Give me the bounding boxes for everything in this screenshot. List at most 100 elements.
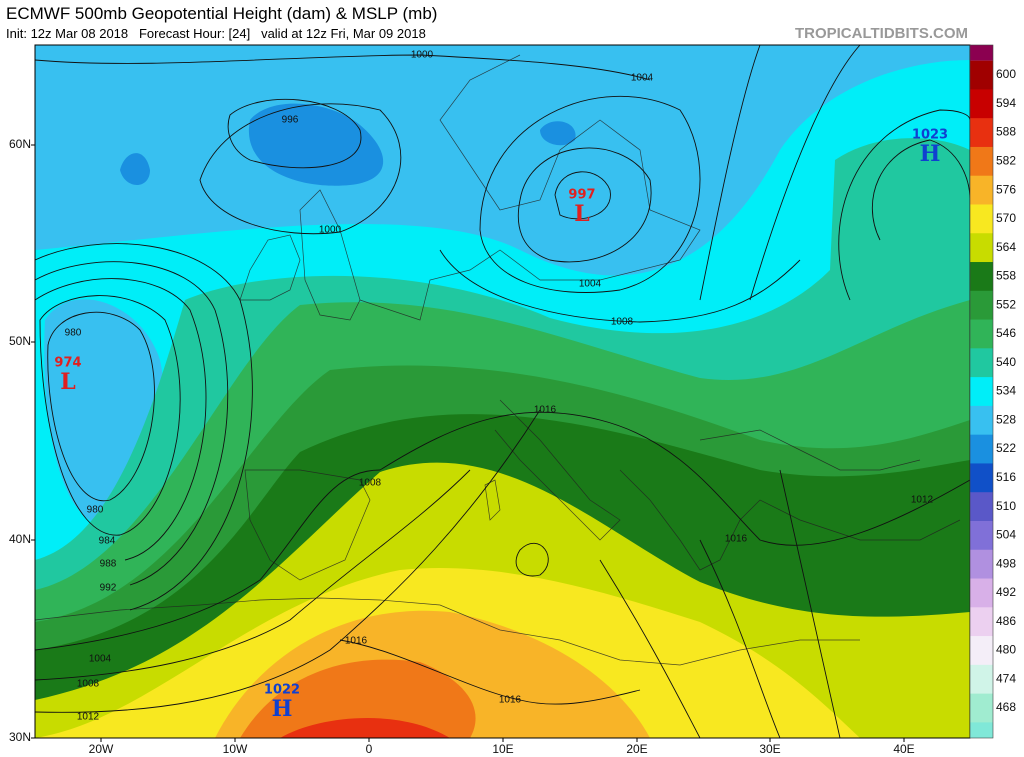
pressure-letter: H bbox=[272, 696, 293, 722]
colorbar-label: 534 bbox=[996, 384, 1016, 398]
pressure-value: 1022 bbox=[264, 683, 300, 698]
colorbar-label: 486 bbox=[996, 614, 1016, 628]
lon-label: 40E bbox=[893, 742, 914, 756]
lon-label: 0 bbox=[366, 742, 373, 756]
colorbar-swatch bbox=[970, 578, 993, 608]
colorbar-label: 570 bbox=[996, 211, 1016, 225]
coastlines bbox=[35, 54, 961, 666]
isobar-label: 992 bbox=[100, 583, 117, 594]
colorbar-cap bbox=[970, 722, 993, 738]
colorbar-swatch bbox=[970, 377, 993, 407]
lon-label: 30E bbox=[759, 742, 780, 756]
colorbar-swatch bbox=[970, 607, 993, 637]
site-credit: TROPICALTIDBITS.COM bbox=[795, 25, 968, 42]
map-subtitle: Init: 12z Mar 08 2018 Forecast Hour: [24… bbox=[6, 26, 426, 41]
height-field bbox=[280, 718, 450, 738]
colorbar: 600 594 588 582 576 570 564 558 552 546 540 534 528 5… bbox=[969, 44, 1016, 739]
isobar-label: 980 bbox=[87, 505, 104, 516]
isobar-label: 1000 bbox=[411, 50, 434, 61]
isobar-label: 980 bbox=[65, 328, 82, 339]
isobar-label: 1008 bbox=[611, 317, 634, 328]
pressure-value: 974 bbox=[54, 356, 81, 371]
colorbar-swatch bbox=[970, 233, 993, 263]
isobar-label: 1004 bbox=[579, 279, 602, 290]
colorbar-label: 558 bbox=[996, 269, 1016, 283]
isobar-label: 988 bbox=[100, 559, 117, 570]
colorbar-swatch bbox=[970, 60, 993, 90]
colorbar-swatch bbox=[970, 664, 993, 695]
colorbar-swatch bbox=[970, 520, 993, 551]
colorbar-swatch bbox=[970, 89, 993, 119]
isobar-label: 1012 bbox=[911, 495, 934, 506]
colorbar-label: 600 bbox=[996, 67, 1016, 81]
lon-label: 20W bbox=[89, 742, 114, 756]
colorbar-swatch bbox=[970, 463, 993, 493]
isobar-label: 996 bbox=[282, 115, 299, 126]
colorbar-label: 528 bbox=[996, 412, 1016, 426]
map-area: 1000 1004 996 1000 1004 1008 980 1016 1008 980 984… bbox=[35, 45, 970, 738]
pressure-letter: L bbox=[574, 201, 589, 227]
isobar-label: 1016 bbox=[534, 405, 557, 416]
colorbar-label: 510 bbox=[996, 499, 1016, 513]
colorbar-label: 546 bbox=[996, 326, 1016, 340]
colorbar-swatch bbox=[970, 175, 993, 205]
colorbar-swatch bbox=[970, 290, 993, 321]
colorbar-swatch bbox=[970, 204, 993, 234]
colorbar-label: 522 bbox=[996, 441, 1016, 455]
pressure-value: 997 bbox=[568, 188, 595, 203]
contour-labels: 1000 1004 996 1000 1004 1008 980 1016 1008 980 984… bbox=[65, 50, 934, 723]
colorbar-label: 492 bbox=[996, 585, 1016, 599]
colorbar-swatch bbox=[970, 262, 993, 292]
colorbar-swatch bbox=[970, 492, 993, 522]
colorbar-swatch bbox=[970, 319, 993, 349]
map-title: ECMWF 500mb Geopotential Height (dam) & … bbox=[6, 4, 437, 23]
height-field bbox=[248, 103, 384, 186]
colorbar-label: 516 bbox=[996, 470, 1016, 484]
lon-label: 10W bbox=[223, 742, 248, 756]
lat-label: 50N bbox=[9, 334, 31, 348]
colorbar-label: 576 bbox=[996, 182, 1016, 196]
colorbar-swatch bbox=[970, 693, 993, 723]
colorbar-swatch bbox=[970, 636, 993, 666]
height-field bbox=[240, 659, 476, 738]
isobar-label: 1000 bbox=[319, 225, 342, 236]
isobar-label: 1004 bbox=[631, 73, 654, 84]
isobar-label: 1004 bbox=[89, 654, 112, 665]
colorbar-label: 498 bbox=[996, 556, 1016, 570]
colorbar-swatch bbox=[970, 434, 993, 464]
colorbar-swatch bbox=[970, 348, 993, 378]
isobar-label: 1008 bbox=[77, 679, 100, 690]
colorbar-swatch bbox=[970, 405, 993, 436]
isobar-label: 984 bbox=[99, 536, 116, 547]
colorbar-label: 588 bbox=[996, 125, 1016, 139]
isobar-label: 1012 bbox=[77, 712, 100, 723]
isobar-label: 1008 bbox=[359, 478, 382, 489]
pressure-letter: H bbox=[920, 141, 941, 167]
colorbar-label: 552 bbox=[996, 297, 1016, 311]
isobars bbox=[35, 45, 970, 738]
lat-label: 40N bbox=[9, 532, 31, 546]
isobar-label: 1016 bbox=[725, 534, 748, 545]
lat-label: 30N bbox=[9, 730, 31, 744]
lon-label: 20E bbox=[626, 742, 647, 756]
pressure-value: 1023 bbox=[912, 128, 948, 143]
colorbar-label: 540 bbox=[996, 355, 1016, 369]
colorbar-swatch bbox=[970, 118, 993, 148]
colorbar-swatch bbox=[970, 549, 993, 580]
height-field bbox=[120, 153, 150, 185]
colorbar-label: 564 bbox=[996, 240, 1016, 254]
axes: 60N 50N 40N 30N 20W 10W 0 10E 20E 30E 40E bbox=[9, 137, 915, 756]
colorbar-frame bbox=[969, 44, 994, 739]
colorbar-label: 582 bbox=[996, 153, 1016, 167]
colorbar-label: 504 bbox=[996, 528, 1016, 542]
colorbar-label: 474 bbox=[996, 671, 1016, 685]
colorbar-cap bbox=[970, 45, 993, 61]
colorbar-label: 468 bbox=[996, 700, 1016, 714]
pressure-letter: L bbox=[60, 369, 75, 395]
lon-label: 10E bbox=[492, 742, 513, 756]
colorbar-label: 594 bbox=[996, 96, 1016, 110]
isobar-label: 1016 bbox=[499, 695, 522, 706]
